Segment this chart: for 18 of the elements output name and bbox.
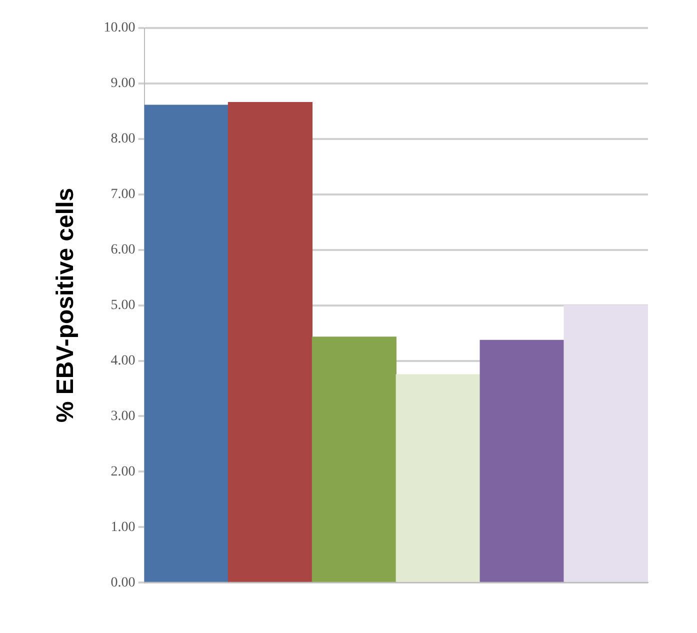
bar: [480, 340, 564, 582]
y-tick-label: 10.00: [104, 20, 136, 36]
y-tick-label: 5.00: [110, 298, 136, 313]
y-tick-label: 3.00: [110, 408, 136, 424]
y-tick-label: 4.00: [110, 353, 136, 368]
bar: [228, 102, 313, 582]
bar: [396, 374, 480, 582]
y-tick-label: 1.00: [110, 520, 136, 535]
bar: [564, 304, 648, 582]
y-tick-label: 2.00: [110, 464, 136, 480]
y-axis-title: % EBV-positive cells: [52, 188, 80, 423]
y-tick-label: 7.00: [110, 187, 136, 202]
y-tick-label: 9.00: [110, 76, 136, 92]
y-tick-label: 6.00: [110, 242, 136, 258]
y-tick-label: 8.00: [110, 132, 136, 147]
y-tick-label: 0.00: [110, 575, 136, 590]
bar: [144, 104, 229, 582]
bar: [312, 336, 396, 582]
